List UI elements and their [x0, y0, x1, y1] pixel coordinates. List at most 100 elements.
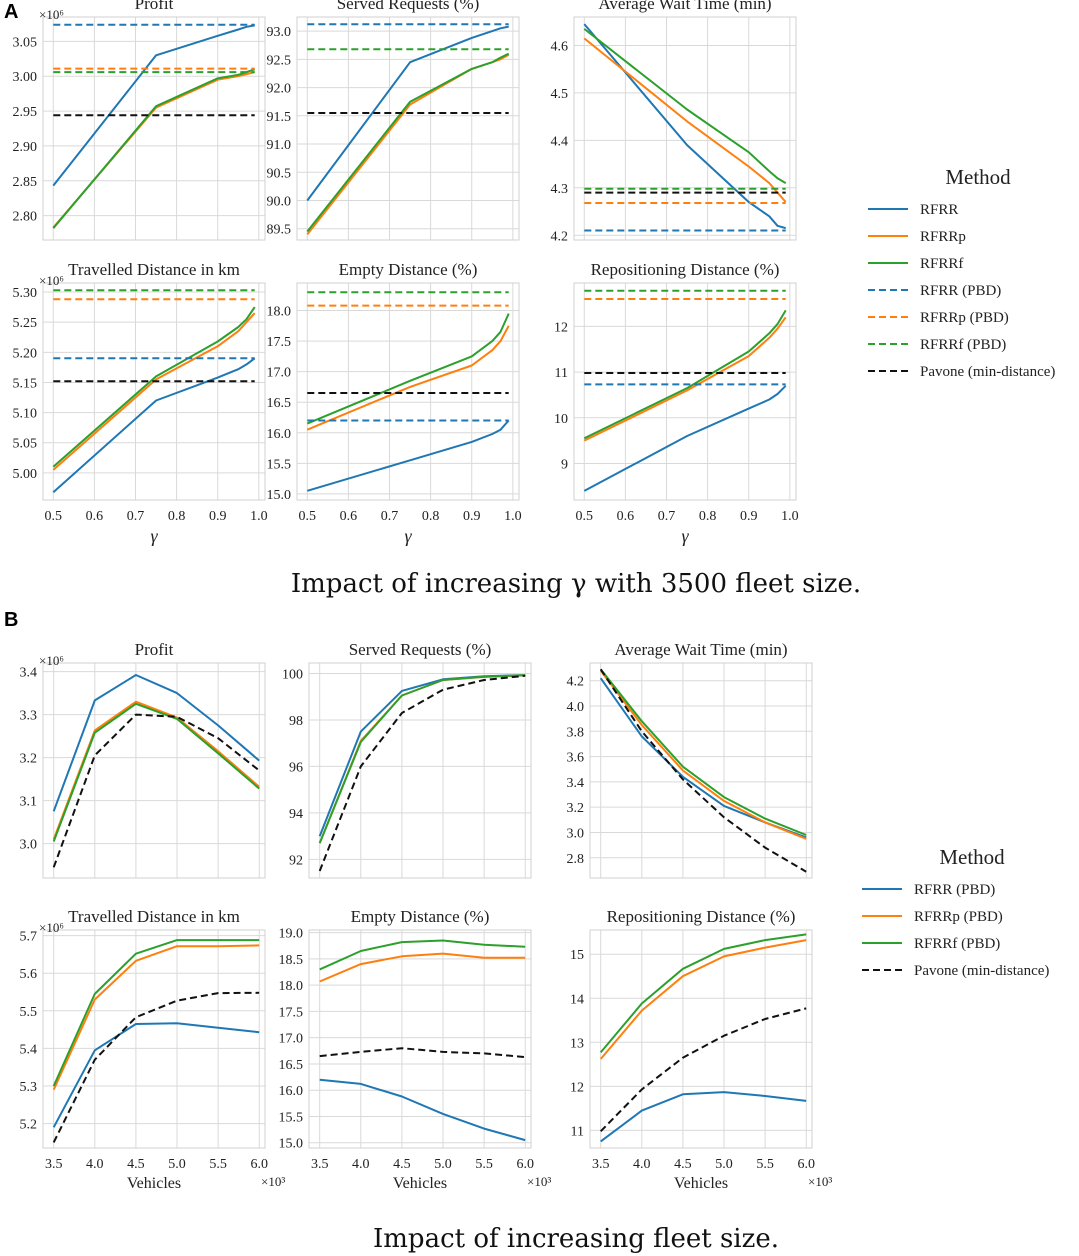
series-line-rfrr-pbd: [318, 674, 526, 837]
y-tick-label: 4.2: [567, 675, 585, 690]
panel-letter-b: B: [4, 609, 18, 631]
y-tick-label: 89.5: [267, 223, 292, 238]
x-tick-label: 0.7: [381, 509, 399, 524]
series-line-rfrrp: [52, 71, 255, 229]
y-tick-label: 17.0: [267, 366, 292, 381]
y-tick-label: 11: [571, 1124, 584, 1139]
x-tick-label: 4.0: [86, 1157, 104, 1172]
series-line-rfrrp: [583, 37, 787, 203]
x-tick-label: 0.8: [422, 509, 440, 524]
legend-a: Method RFRR RFRRp RFRRf RFRR (PBD) RFRRp (PBD…: [868, 165, 1055, 380]
x-tick-label: 0.5: [45, 509, 63, 524]
x-tick-label: 5.0: [434, 1157, 452, 1172]
y-tick-label: 18.0: [267, 305, 292, 320]
y-tick-label: 90.5: [267, 166, 292, 181]
legend-label: RFRRp: [920, 229, 966, 245]
y-tick-label: 4.6: [551, 39, 569, 54]
x-tick-label: 0.9: [463, 509, 481, 524]
x-tick-label: 3.5: [592, 1157, 610, 1172]
legend-label: RFRR (PBD): [914, 882, 995, 898]
x-tick-label: 0.6: [340, 509, 358, 524]
y-tick-label: 16.5: [267, 396, 292, 411]
series-line-pavone-min-distance: [599, 1007, 807, 1133]
series-line-rfrrp: [583, 316, 787, 442]
y-tick-label: 2.90: [13, 140, 38, 155]
chart-b-2: 92 94 96 98 100 Served Requests (%): [282, 640, 532, 879]
series-line-rfrrf-pbd: [318, 674, 526, 844]
y-tick-label: 92: [289, 853, 303, 868]
x-exponent: ×10³: [527, 1174, 551, 1189]
x-tick-label: 5.0: [168, 1157, 186, 1172]
y-tick-label: 4.5: [551, 87, 569, 102]
series-line-rfrrf-pbd: [599, 668, 807, 836]
charts: 2.802.852.902.953.003.05Profit×10⁶89.590…: [13, 0, 833, 1192]
series-line-rfrrf-pbd: [319, 939, 526, 971]
y-tick-label: 91.5: [267, 110, 292, 125]
chart-title: Served Requests (%): [349, 640, 492, 659]
y-tick-label: 5.4: [20, 1042, 38, 1057]
y-tick-label: 16.0: [279, 1084, 304, 1099]
x-tick-label: 0.8: [699, 509, 717, 524]
x-tick-label: 0.9: [209, 509, 227, 524]
y-tick-label: 5.3: [20, 1080, 38, 1095]
y-tick-label: 91.0: [267, 138, 292, 153]
y-tick-label: 5.7: [20, 930, 38, 945]
series-line-rfrrf-pbd: [52, 702, 260, 842]
x-tick-label: 3.5: [45, 1157, 63, 1172]
caption-a: Impact of increasing γ with 3500 fleet s…: [291, 569, 861, 599]
y-tick-label: 5.05: [13, 437, 38, 452]
chart-a-3: 4.2 4.3 4.4 4.5 4.6 Average Wait Time (min): [551, 0, 797, 244]
series-line-rfrrf: [306, 52, 510, 233]
chart-title: Repositioning Distance (%): [591, 260, 780, 279]
x-tick-label: 4.5: [674, 1157, 692, 1172]
series-line-rfrrp-pbd: [319, 952, 526, 983]
x-tick-label: 6.0: [797, 1157, 815, 1172]
y-tick-label: 17.0: [279, 1032, 304, 1047]
series-line-rfrrp-pbd: [52, 700, 260, 840]
x-tick-label: 1.0: [781, 509, 799, 524]
legend-label: RFRR (PBD): [920, 283, 1001, 299]
y-tick-label: 90.0: [267, 194, 292, 209]
y-tick-label: 11: [555, 366, 568, 381]
plot-frame: [296, 16, 520, 241]
panel-letter-a: A: [4, 1, 18, 23]
y-tick-label: 3.00: [13, 70, 38, 85]
chart-title: Average Wait Time (min): [614, 640, 787, 659]
y-tick-label: 92.5: [267, 53, 292, 68]
plot-frame: [589, 929, 813, 1149]
series-line-pavone-min-distance: [599, 668, 807, 873]
x-tick-label: 0.7: [127, 509, 145, 524]
y-exponent: ×10⁶: [39, 920, 64, 935]
x-tick-label: 0.6: [86, 509, 104, 524]
x-exponent: ×10³: [808, 1174, 832, 1189]
series-line-rfrr: [583, 23, 786, 230]
series-line-rfrr-pbd: [319, 1078, 526, 1142]
series-line-rfrr-pbd: [599, 677, 807, 839]
y-tick-label: 5.5: [20, 1005, 38, 1020]
y-tick-label: 13: [570, 1036, 584, 1051]
series-line-rfrrf: [52, 306, 256, 468]
plot-frame: [308, 662, 532, 879]
y-tick-label: 93.0: [267, 25, 292, 40]
series-line-rfrrp-pbd: [52, 944, 260, 1091]
x-tick-label: 3.5: [311, 1157, 329, 1172]
series-line-pavone-min-distance: [318, 674, 526, 872]
x-tick-label: 4.0: [633, 1157, 651, 1172]
y-tick-label: 16.0: [267, 427, 292, 442]
chart-title: Average Wait Time (min): [598, 0, 771, 13]
y-tick-label: 96: [289, 760, 303, 775]
x-tick-label: 0.8: [168, 509, 186, 524]
chart-b-6: 11 12 13 14 15 3.5 4.0 4.5 5.0 5.5 6.0 Repositionin…: [570, 907, 832, 1192]
y-tick-label: 3.3: [20, 709, 38, 724]
x-tick-label: 0.6: [617, 509, 635, 524]
chart-title: Served Requests (%): [337, 0, 480, 13]
plot-frame: [573, 16, 797, 241]
series-line-rfrrp-pbd: [599, 939, 807, 1060]
caption-b: Impact of increasing fleet size.: [373, 1224, 779, 1254]
y-tick-label: 100: [282, 667, 303, 682]
y-tick-label: 18.5: [279, 953, 304, 968]
legend-label: RFRRp (PBD): [914, 909, 1003, 925]
chart-a-4: 5.00 5.05 5.10 5.15 5.20 5.25 5.30 0.5 0.6 0.7 0.8…: [13, 260, 268, 546]
legend-label: RFRRf: [920, 256, 963, 272]
y-tick-label: 12: [554, 320, 568, 335]
